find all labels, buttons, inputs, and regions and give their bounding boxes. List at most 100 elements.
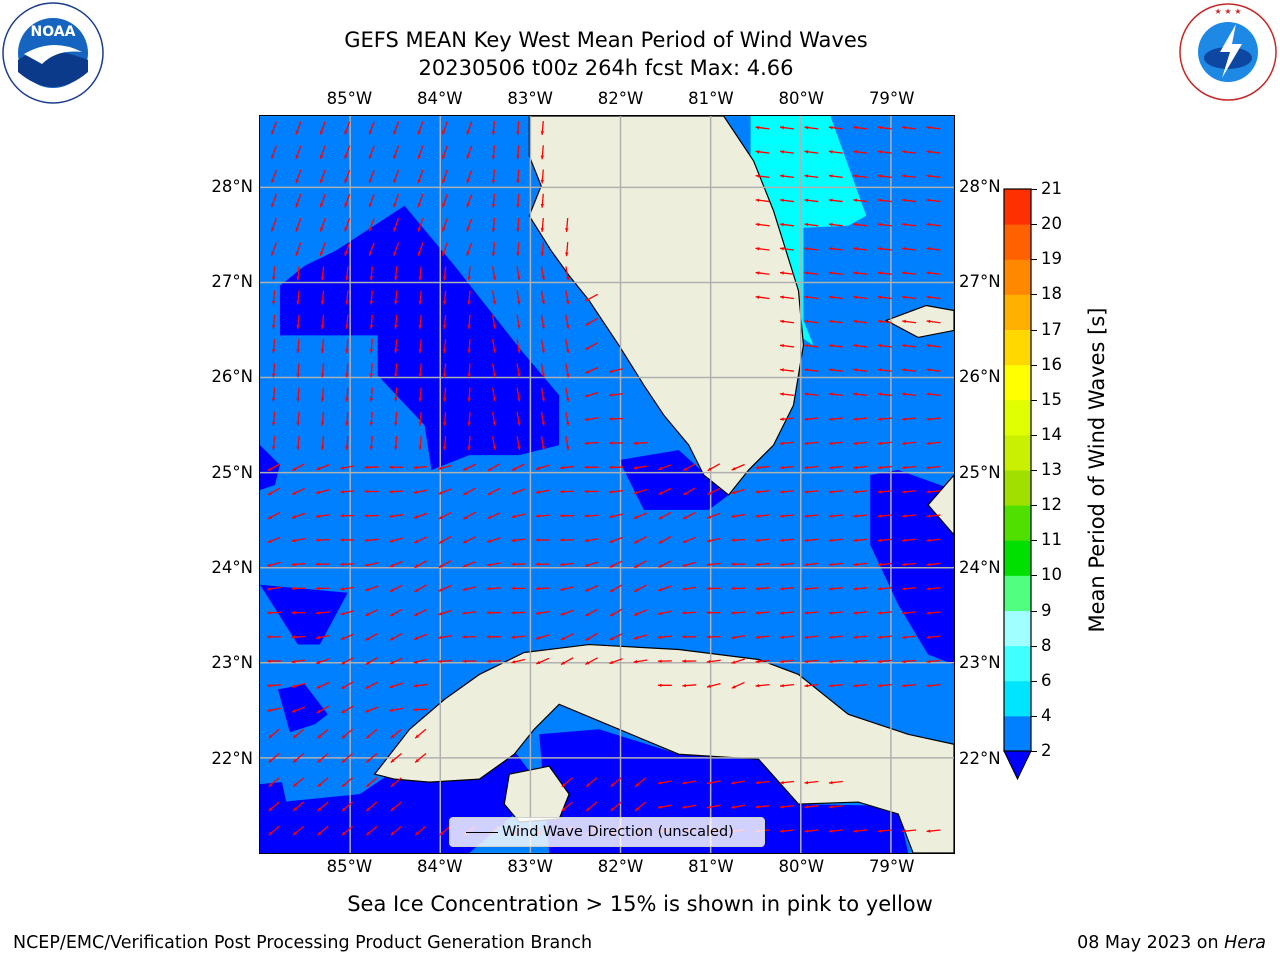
wind-wave-arrowhead xyxy=(268,807,273,811)
wind-wave-arrowhead xyxy=(366,807,371,811)
wind-wave-arrowhead xyxy=(415,758,420,763)
wind-wave-arrowhead xyxy=(462,563,467,568)
wind-wave-arrowhead xyxy=(828,829,833,833)
colorbar-segment xyxy=(1004,540,1031,576)
lon-label-bottom: 84°W xyxy=(416,857,463,876)
wind-wave-arrowhead xyxy=(560,489,564,494)
wind-wave-arrowhead xyxy=(804,343,809,348)
wind-wave-arrowhead xyxy=(540,228,545,232)
wind-wave-arrowhead xyxy=(902,198,906,203)
wind-wave-arrowhead xyxy=(365,709,370,713)
wind-wave-arrowhead xyxy=(780,490,784,494)
wind-wave-arrowhead xyxy=(517,324,521,329)
wind-wave-arrowhead xyxy=(340,587,345,591)
wind-wave-arrowhead xyxy=(267,539,272,543)
wind-wave-arrowhead xyxy=(492,373,497,378)
wind-wave-arrowhead xyxy=(804,465,809,470)
wind-wave-arrowhead xyxy=(293,758,297,763)
wind-wave-arrowhead xyxy=(418,397,422,402)
wind-wave-arrowhead xyxy=(731,685,736,689)
wind-wave-arrowhead xyxy=(780,611,784,615)
wind-wave-arrowhead xyxy=(755,198,760,203)
colorbar-segment xyxy=(1004,645,1031,682)
colorbar-tick-mark xyxy=(1031,189,1037,190)
wind-wave-arrowhead xyxy=(926,150,931,154)
wind-wave-arrowhead xyxy=(828,417,833,421)
wind-wave-arrowhead xyxy=(394,397,398,402)
wind-wave-arrowhead xyxy=(517,397,521,402)
wind-wave-arrowhead xyxy=(877,490,882,494)
wind-wave-arrowhead xyxy=(926,271,931,275)
wind-wave-arrowhead xyxy=(926,514,931,518)
wind-wave-arrowhead xyxy=(320,227,324,232)
lat-label-left: 26°N xyxy=(211,367,253,387)
colorbar-segment xyxy=(1004,189,1031,225)
lat-label-left: 27°N xyxy=(211,271,253,291)
wind-wave-arrowhead xyxy=(320,276,325,281)
wind-wave-arrowhead xyxy=(320,300,325,305)
wind-wave-arrowhead xyxy=(291,659,296,664)
wind-wave-arrowhead xyxy=(517,373,521,378)
wind-wave-arrowhead xyxy=(487,515,492,519)
wind-wave-arrowhead xyxy=(463,491,468,495)
colorbar-segment xyxy=(1004,329,1031,366)
wind-wave-arrowhead xyxy=(804,490,809,494)
wind-wave-arrowhead xyxy=(755,295,760,299)
wind-wave-arrowhead xyxy=(369,300,374,305)
wind-wave-arrowhead xyxy=(877,222,882,227)
colorbar-segment xyxy=(1004,470,1031,506)
wind-wave-arrowhead xyxy=(466,251,470,256)
wind-wave-arrowhead xyxy=(413,684,418,688)
wind-wave-arrowhead xyxy=(828,659,833,664)
wind-wave-arrowhead xyxy=(755,805,760,809)
legend-line-sample xyxy=(466,832,498,833)
wind-wave-arrowhead xyxy=(442,446,447,450)
wind-wave-arrowhead xyxy=(368,227,373,232)
wind-wave-arrowhead xyxy=(320,397,325,402)
wind-wave-arrowhead xyxy=(657,805,662,809)
wind-wave-arrowhead xyxy=(541,300,545,305)
wind-wave-arrowhead xyxy=(585,370,590,374)
wind-wave-arrowhead xyxy=(804,417,809,421)
wind-wave-arrowhead xyxy=(682,587,687,591)
wind-wave-arrowhead xyxy=(853,198,858,203)
wind-wave-arrowhead xyxy=(315,538,320,542)
wind-wave-arrowhead xyxy=(418,276,422,281)
colorbar-tick-label: 4 xyxy=(1041,705,1052,725)
wind-wave-arrowhead xyxy=(540,131,545,135)
wind-wave-arrowhead xyxy=(780,587,784,591)
wind-wave-arrowhead xyxy=(926,683,931,688)
wind-wave-arrowhead xyxy=(902,587,906,591)
wind-wave-arrowhead xyxy=(438,588,443,592)
colorbar-segment xyxy=(1004,259,1031,295)
wind-wave-arrowhead xyxy=(853,247,858,251)
wind-wave-arrowhead xyxy=(902,150,906,154)
wind-wave-arrowhead xyxy=(853,174,858,178)
wind-wave-arrowhead xyxy=(755,514,760,518)
wind-wave-arrowhead xyxy=(442,397,447,402)
wind-wave-arrowhead xyxy=(561,783,566,787)
wind-wave-arrowhead xyxy=(609,369,614,373)
wind-wave-arrowhead xyxy=(417,154,422,159)
wind-wave-arrowhead xyxy=(877,295,882,299)
wind-wave-arrowhead xyxy=(511,538,516,543)
wind-wave-arrowhead xyxy=(417,130,422,135)
wind-wave-arrowhead xyxy=(418,300,422,305)
wind-wave-arrowhead xyxy=(271,203,275,208)
wind-wave-arrowhead xyxy=(295,179,299,184)
wind-wave-arrowhead xyxy=(541,397,545,402)
wind-wave-arrowhead xyxy=(560,636,565,640)
wind-wave-arrowhead xyxy=(608,441,613,445)
wind-wave-arrowhead xyxy=(462,635,467,639)
wind-wave-arrowhead xyxy=(731,490,736,495)
wind-wave-arrowhead xyxy=(584,417,589,422)
wind-wave-arrowhead xyxy=(658,540,663,544)
wind-wave-arrowhead xyxy=(853,295,858,299)
wind-wave-arrowhead xyxy=(926,222,931,227)
wind-wave-arrowhead xyxy=(467,300,471,305)
wind-wave-arrowhead xyxy=(633,466,638,470)
wind-wave-arrowhead xyxy=(926,538,931,543)
wind-wave-arrowhead xyxy=(368,154,373,159)
wind-wave-arrowhead xyxy=(492,300,497,305)
wind-wave-arrowhead xyxy=(877,514,882,518)
